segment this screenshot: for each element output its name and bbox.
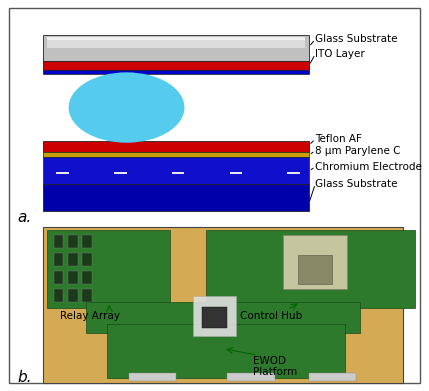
Bar <box>114 172 127 174</box>
Text: EWOD
Platform: EWOD Platform <box>253 356 297 377</box>
Text: ITO Layer: ITO Layer <box>315 49 365 59</box>
Bar <box>47 230 170 308</box>
Bar <box>43 157 309 184</box>
Bar <box>43 61 309 70</box>
Bar <box>68 253 78 266</box>
Bar <box>227 373 275 381</box>
Bar <box>47 39 305 48</box>
Text: a.: a. <box>17 210 31 224</box>
Bar <box>54 235 63 248</box>
Text: Chromium Electrode: Chromium Electrode <box>315 161 422 172</box>
Bar <box>86 302 360 333</box>
Bar <box>129 373 176 381</box>
Text: Control Hub: Control Hub <box>240 311 302 321</box>
Text: Relay Array: Relay Array <box>60 311 120 321</box>
Bar <box>82 235 92 248</box>
Bar <box>82 289 92 302</box>
Bar <box>82 253 92 266</box>
Bar <box>68 235 78 248</box>
Bar <box>193 296 236 336</box>
Bar <box>43 70 309 74</box>
Text: Teflon AF: Teflon AF <box>315 134 362 144</box>
Bar <box>68 289 78 302</box>
Bar <box>54 253 63 266</box>
Bar <box>43 35 309 61</box>
Bar <box>298 255 332 284</box>
Bar <box>287 172 300 174</box>
Bar <box>47 37 305 40</box>
Text: b.: b. <box>17 370 32 385</box>
Text: 8 μm Parylene C: 8 μm Parylene C <box>315 145 401 156</box>
Bar <box>230 172 242 174</box>
Bar <box>283 235 347 289</box>
Bar <box>202 307 227 328</box>
Bar <box>56 172 69 174</box>
Bar <box>107 324 345 378</box>
Bar <box>206 230 415 308</box>
Bar <box>43 184 309 211</box>
Bar <box>54 271 63 284</box>
Text: Glass Substrate: Glass Substrate <box>315 34 398 44</box>
Ellipse shape <box>69 72 184 143</box>
Bar <box>309 373 356 381</box>
Bar <box>43 141 309 152</box>
Bar <box>54 289 63 302</box>
Bar <box>43 152 309 157</box>
Bar <box>68 271 78 284</box>
Bar <box>43 227 403 383</box>
Text: Glass Substrate: Glass Substrate <box>315 179 398 189</box>
Bar <box>172 172 184 174</box>
Bar <box>82 271 92 284</box>
